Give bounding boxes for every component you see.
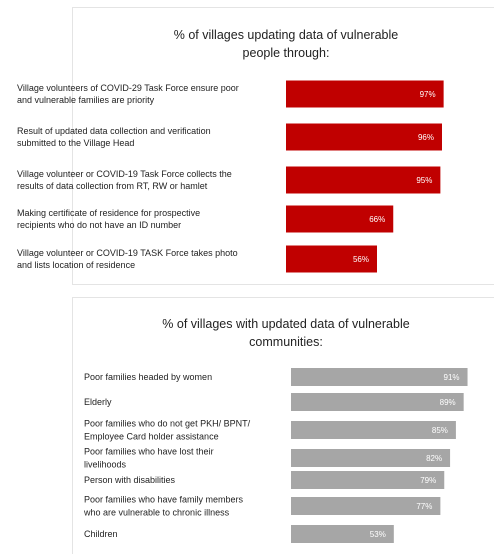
bar: [286, 166, 441, 194]
category-label: Poor families who have lost their: [84, 447, 214, 457]
category-label: Village volunteer or COVID-19 Task Force…: [17, 169, 232, 179]
bar: [286, 123, 442, 151]
category-label: Village volunteers of COVID-29 Task Forc…: [17, 83, 239, 93]
bar: [291, 393, 464, 411]
bar: [286, 80, 444, 108]
category-label: Poor families who do not get PKH/ BPNT/: [84, 419, 251, 429]
bar: [291, 471, 445, 489]
category-label: Children: [84, 529, 118, 539]
category-label: results of data collection from RT, RW o…: [17, 181, 208, 191]
chart-title-line-1: % of villages with updated data of vulne…: [162, 317, 409, 331]
category-label: Employee Card holder assistance: [84, 432, 219, 442]
bar: [291, 525, 394, 543]
chart-vulnerable-communities: % of villages with updated data of vulne…: [83, 317, 468, 543]
category-label: Result of updated data collection and ve…: [17, 126, 211, 136]
value-label: 77%: [416, 502, 432, 511]
category-label: and lists location of residence: [17, 260, 135, 270]
value-label: 82%: [426, 454, 442, 463]
value-label: 53%: [370, 530, 386, 539]
chart-title-line-2: people through:: [243, 46, 330, 60]
chart-title-line-1: % of villages updating data of vulnerabl…: [174, 28, 399, 42]
value-label: 66%: [369, 215, 385, 224]
category-label: livelihoods: [84, 460, 127, 470]
category-label: recipients who do not have an ID number: [17, 220, 181, 230]
category-label: Making certificate of residence for pros…: [17, 208, 200, 218]
bar: [286, 245, 377, 273]
value-label: 85%: [432, 426, 448, 435]
bar: [291, 368, 468, 386]
category-label: Person with disabilities: [84, 475, 176, 485]
category-label: who are vulnerable to chronic illness: [83, 508, 230, 518]
category-label: and vulnerable families are priority: [17, 95, 155, 105]
category-label: Poor families headed by women: [84, 372, 212, 382]
value-label: 96%: [418, 133, 434, 142]
value-label: 97%: [420, 90, 436, 99]
value-label: 79%: [420, 476, 436, 485]
category-label: Village volunteer or COVID-19 TASK Force…: [17, 248, 238, 258]
chart-panel-vulnerable-communities: % of villages with updated data of vulne…: [72, 297, 494, 554]
bar: [291, 449, 451, 467]
chart-vulnerable-people: % of villages updating data of vulnerabl…: [17, 28, 444, 273]
value-label: 56%: [353, 255, 369, 264]
bar: [286, 205, 394, 233]
category-label: Poor families who have family members: [84, 495, 244, 505]
value-label: 91%: [444, 373, 460, 382]
bar: [291, 497, 441, 515]
chart-panel-vulnerable-people: % of villages updating data of vulnerabl…: [17, 7, 494, 285]
chart-title-line-2: communities:: [249, 335, 323, 349]
bar: [291, 421, 456, 439]
category-label: submitted to the Village Head: [17, 138, 134, 148]
category-label: Elderly: [84, 397, 112, 407]
value-label: 95%: [416, 176, 432, 185]
value-label: 89%: [440, 398, 456, 407]
